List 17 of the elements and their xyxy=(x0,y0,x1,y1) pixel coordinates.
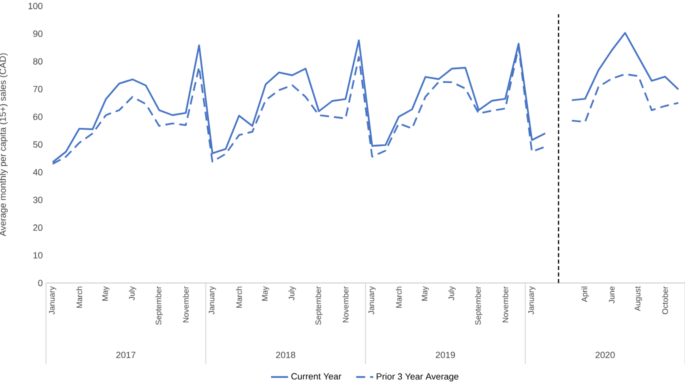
y-tick-label: 40 xyxy=(33,169,42,176)
y-tick-label: 0 xyxy=(38,280,42,286)
y-tick-label: 10 xyxy=(34,252,42,258)
y-tick-label: 70 xyxy=(33,86,42,92)
y-tick-label: 50 xyxy=(33,141,42,148)
y-tick-label: 60 xyxy=(33,114,42,120)
text: 2019 xyxy=(436,352,455,358)
text: 2017 xyxy=(116,352,136,358)
y-tick-label: 30 xyxy=(33,196,42,204)
legend-label: Current Year xyxy=(291,373,342,380)
text: 2018 xyxy=(276,352,296,358)
y-tick-label: 100 xyxy=(28,2,42,10)
y-tick-label: 20 xyxy=(33,224,42,231)
legend-label: Prior 3 Year Average xyxy=(376,373,458,382)
y-tick-label: 80 xyxy=(33,58,42,65)
text: 2020 xyxy=(596,352,615,358)
y-tick-label: 90 xyxy=(33,30,42,37)
